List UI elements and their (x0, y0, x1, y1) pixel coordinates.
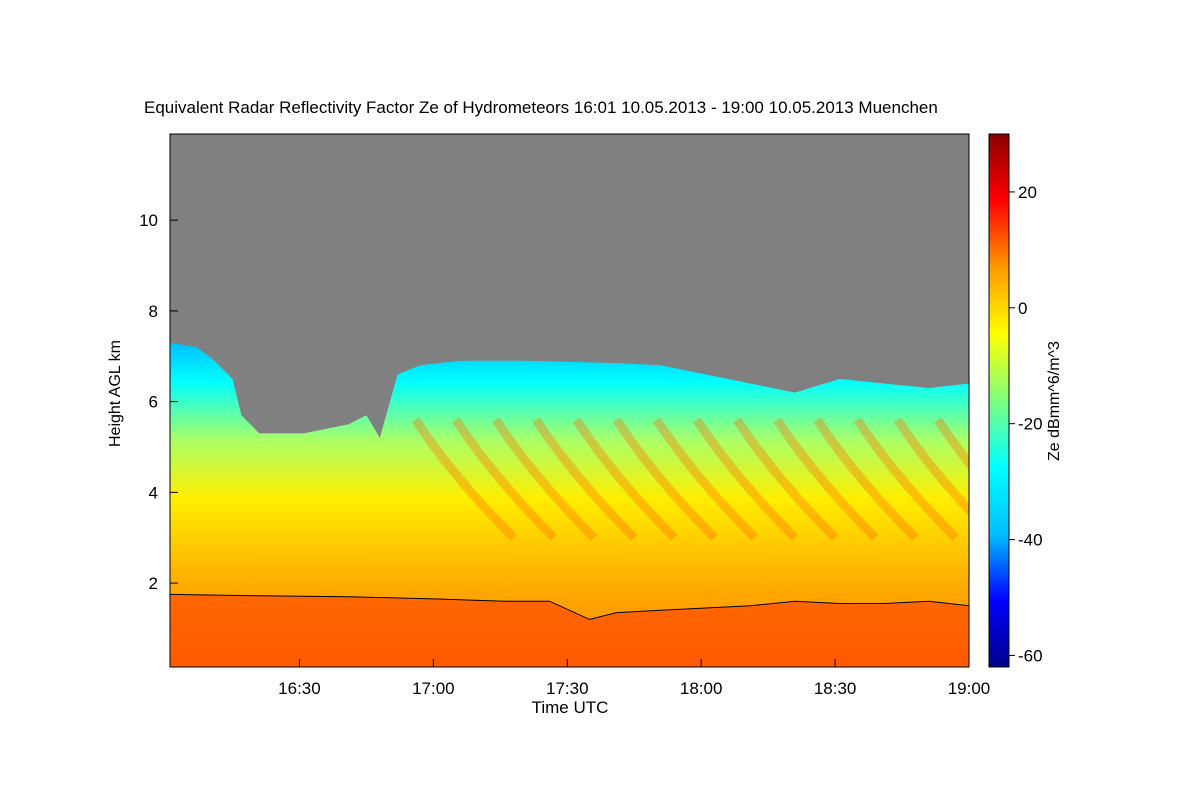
fall-streak (451, 417, 558, 541)
fall-streak (853, 417, 959, 541)
colorbar-tick-label: 20 (1018, 183, 1037, 202)
y-tick-label: 6 (149, 393, 158, 412)
x-tick-label: 16:30 (278, 679, 321, 698)
echo-area (170, 342, 969, 667)
y-tick-label: 10 (139, 211, 158, 230)
y-tick-label: 8 (149, 302, 158, 321)
fall-streak (652, 417, 758, 541)
x-tick-label: 18:30 (814, 679, 857, 698)
x-tick-label: 17:00 (412, 679, 455, 698)
y-tick-label: 2 (149, 574, 158, 593)
fall-streaks (411, 417, 969, 541)
colorbar-ticks: 20 0 -20 -40 -60 (1009, 183, 1043, 665)
colorbar-tick-label: -60 (1018, 646, 1043, 665)
fall-streak (492, 417, 598, 541)
fall-streak (893, 417, 969, 517)
fall-streak (411, 417, 517, 541)
fall-streak (612, 417, 718, 541)
x-axis-label: Time UTC (531, 698, 609, 717)
chart-title: Equivalent Radar Reflectivity Factor Ze … (144, 98, 938, 117)
y-axis-ticks: 2 4 6 8 10 (139, 211, 178, 593)
colorbar-tick-label: -20 (1018, 415, 1043, 434)
reflectivity-field (170, 342, 969, 667)
fall-streak (934, 417, 969, 471)
fall-streak (733, 417, 839, 541)
rain-area (170, 594, 969, 667)
x-axis-ticks: 16:30 17:00 17:30 18:00 18:30 19:00 (278, 659, 990, 698)
x-tick-label: 19:00 (948, 679, 991, 698)
y-tick-label: 4 (149, 483, 158, 502)
colorbar-tick-label: 0 (1018, 299, 1027, 318)
x-tick-label: 17:30 (546, 679, 589, 698)
fall-streak (532, 417, 638, 541)
colorbar-tick-label: -40 (1018, 531, 1043, 550)
fall-streak (572, 417, 678, 541)
fall-streak (813, 417, 919, 541)
colorbar (988, 133, 1010, 668)
x-tick-label: 18:00 (680, 679, 723, 698)
plot-frame (169, 133, 970, 668)
rain-top-line (170, 593, 969, 620)
fall-streak (773, 417, 879, 541)
fall-streak (692, 417, 799, 541)
